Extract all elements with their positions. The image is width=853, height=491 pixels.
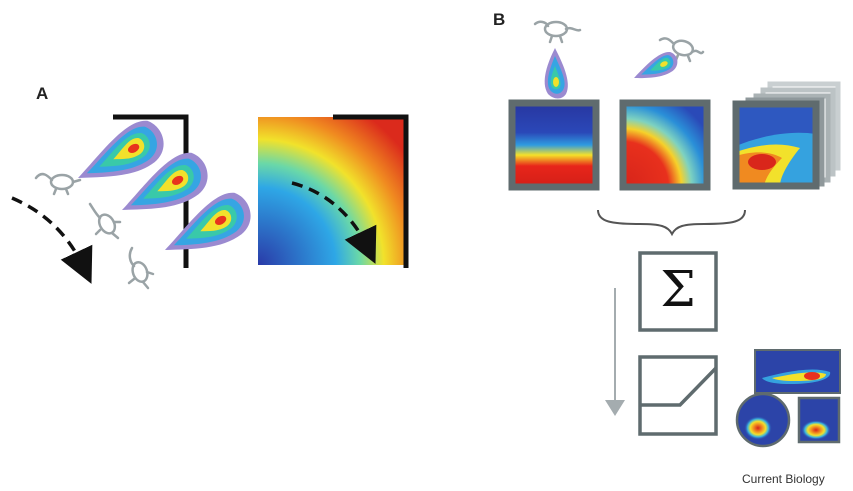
sum-icon: Σ bbox=[638, 251, 718, 332]
trajectory-arrow bbox=[11, 196, 93, 284]
place-field-icon bbox=[165, 192, 251, 250]
arena-heatmap-1 bbox=[508, 99, 600, 191]
wall-corner-left bbox=[113, 114, 189, 268]
place-field-icon bbox=[78, 120, 164, 178]
panel-label-a: A bbox=[36, 84, 49, 103]
arena-heatmap-a bbox=[258, 114, 409, 268]
journal-credit: Current Biology bbox=[742, 472, 825, 486]
curly-brace-icon bbox=[597, 209, 746, 237]
rat-icon bbox=[658, 37, 705, 63]
sum-symbol: Σ bbox=[660, 260, 695, 318]
panel-label-b: B bbox=[493, 10, 506, 29]
place-field-icon bbox=[122, 152, 208, 210]
rat-icon bbox=[127, 246, 155, 290]
arena-heatmap-stack bbox=[732, 81, 841, 190]
output-field-circular bbox=[735, 392, 791, 448]
place-field-icon bbox=[544, 48, 568, 99]
rat-icon bbox=[533, 20, 582, 44]
place-field-icon bbox=[634, 52, 678, 79]
output-field-linear-track bbox=[754, 349, 841, 394]
threshold-icon bbox=[638, 355, 718, 436]
rat-icon bbox=[34, 172, 82, 196]
arena-heatmap-2 bbox=[619, 99, 711, 191]
output-field-square bbox=[797, 396, 841, 444]
rat-icon bbox=[88, 202, 122, 240]
